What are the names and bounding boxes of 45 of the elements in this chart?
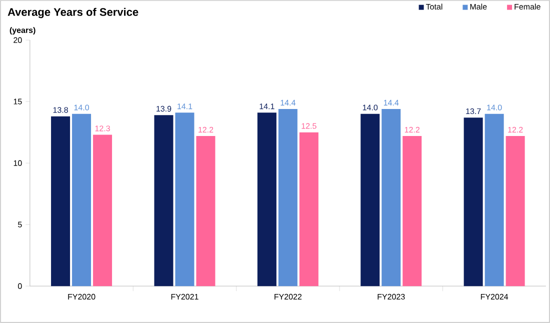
bar bbox=[257, 112, 276, 286]
x-tick-label: FY2024 bbox=[480, 294, 508, 300]
bar bbox=[506, 136, 525, 286]
data-label: 12.3 bbox=[95, 126, 110, 132]
data-label: 12.2 bbox=[404, 126, 420, 132]
x-tick-label: FY2022 bbox=[274, 294, 302, 300]
data-label: 13.7 bbox=[466, 108, 481, 114]
data-label: 12.5 bbox=[302, 123, 316, 129]
x-tick-label: FY2020 bbox=[68, 294, 96, 300]
data-label: 13.8 bbox=[53, 107, 68, 113]
bar bbox=[484, 114, 504, 286]
bar bbox=[278, 108, 298, 286]
y-tick-label: 0 bbox=[18, 283, 22, 289]
data-label: 14.4 bbox=[280, 100, 296, 106]
bar bbox=[196, 136, 216, 286]
data-label: 14.0 bbox=[362, 104, 378, 110]
bar bbox=[402, 136, 422, 286]
chart-title: Average Years of Service bbox=[8, 8, 138, 18]
y-tick-label: 15 bbox=[14, 98, 22, 104]
data-label: 14.0 bbox=[74, 104, 90, 110]
bar bbox=[93, 134, 112, 286]
legend-label: Total bbox=[426, 4, 442, 10]
data-label: 14.1 bbox=[260, 104, 274, 110]
legend-label: Male bbox=[470, 4, 487, 10]
x-tick-label: FY2021 bbox=[171, 294, 198, 300]
data-label: 14.1 bbox=[178, 104, 192, 110]
bar bbox=[382, 108, 401, 286]
data-label: 14.0 bbox=[487, 104, 502, 110]
y-axis-title: (years) bbox=[10, 27, 36, 35]
data-label: 13.9 bbox=[156, 106, 172, 112]
y-tick-label: 10 bbox=[14, 160, 22, 166]
bar bbox=[154, 115, 174, 286]
legend-label: Female bbox=[514, 4, 540, 10]
bar bbox=[360, 114, 380, 286]
data-label: 14.4 bbox=[384, 100, 399, 106]
bar bbox=[51, 116, 70, 286]
y-tick-label: 5 bbox=[18, 222, 22, 228]
y-tick-label: 20 bbox=[14, 37, 22, 43]
bar bbox=[299, 132, 318, 286]
data-label: 12.2 bbox=[198, 126, 214, 132]
bar bbox=[464, 118, 483, 286]
data-label: 12.2 bbox=[508, 126, 523, 132]
bar bbox=[72, 114, 92, 286]
x-tick-label: FY2023 bbox=[378, 294, 405, 300]
bar bbox=[175, 112, 194, 286]
